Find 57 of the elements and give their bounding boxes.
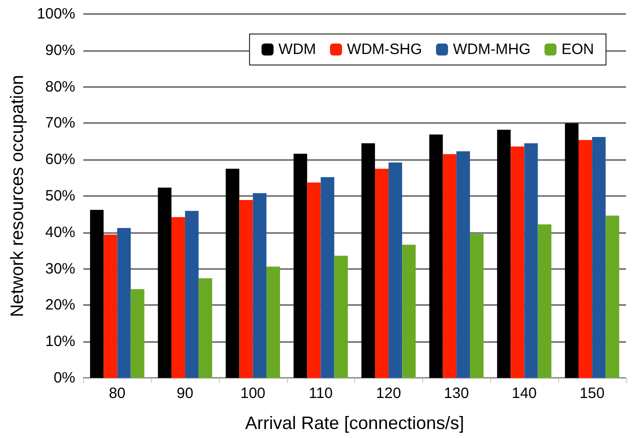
x-tick-label: 130 xyxy=(444,385,469,402)
legend-label: WDM xyxy=(278,41,316,58)
y-tick-label: 50% xyxy=(45,188,76,204)
bar xyxy=(388,162,402,378)
x-tick-label: 110 xyxy=(308,385,333,402)
bar xyxy=(578,140,592,378)
legend-label: WDM-MHG xyxy=(453,41,531,58)
bar xyxy=(606,216,620,378)
x-tick-label: 90 xyxy=(176,385,194,402)
x-tick-label: 120 xyxy=(376,385,402,402)
bar xyxy=(456,151,470,378)
bar xyxy=(239,200,253,378)
bar xyxy=(564,123,579,378)
bar xyxy=(374,168,389,378)
x-axis-title: Arrival Rate [connections/s] xyxy=(245,413,464,433)
bar xyxy=(171,217,186,378)
y-tick-label: 60% xyxy=(45,151,76,168)
y-tick-label: 30% xyxy=(45,260,76,278)
y-tick-label: 20% xyxy=(45,296,76,314)
x-tick-label: 80 xyxy=(108,385,126,402)
bar xyxy=(117,228,131,378)
bar xyxy=(158,188,172,378)
x-tick-label: 150 xyxy=(580,385,605,402)
bar xyxy=(510,146,524,378)
bar xyxy=(524,143,538,378)
bar xyxy=(538,224,552,378)
bar xyxy=(198,278,212,378)
x-tick-label: 140 xyxy=(512,385,537,402)
bar xyxy=(402,244,416,378)
bar xyxy=(294,154,308,378)
bar xyxy=(90,210,104,378)
y-tick-label: 10% xyxy=(45,333,76,350)
bar xyxy=(334,256,348,378)
y-tick-label: 100% xyxy=(36,6,76,22)
bar xyxy=(307,182,321,378)
bar xyxy=(252,193,266,378)
y-tick-label: 0% xyxy=(54,370,76,386)
y-tick-label: 80% xyxy=(45,78,76,96)
bar xyxy=(104,234,118,378)
x-tick-label: 100 xyxy=(240,385,266,402)
bar xyxy=(361,143,375,378)
bar xyxy=(429,134,443,378)
legend-label: WDM-SHG xyxy=(347,41,422,58)
bar xyxy=(185,210,199,378)
bar xyxy=(226,168,240,378)
bar xyxy=(130,289,144,378)
bar xyxy=(266,266,280,378)
bar xyxy=(442,154,456,378)
y-tick-label: 90% xyxy=(45,42,76,59)
bar xyxy=(320,177,334,378)
y-axis-title: Network resources occupation xyxy=(7,74,27,318)
y-tick-label: 40% xyxy=(45,224,76,241)
legend-label: EON xyxy=(561,41,594,58)
y-tick-label: 70% xyxy=(45,114,76,132)
bar xyxy=(497,130,511,378)
bar xyxy=(592,137,606,378)
bar xyxy=(470,234,484,378)
